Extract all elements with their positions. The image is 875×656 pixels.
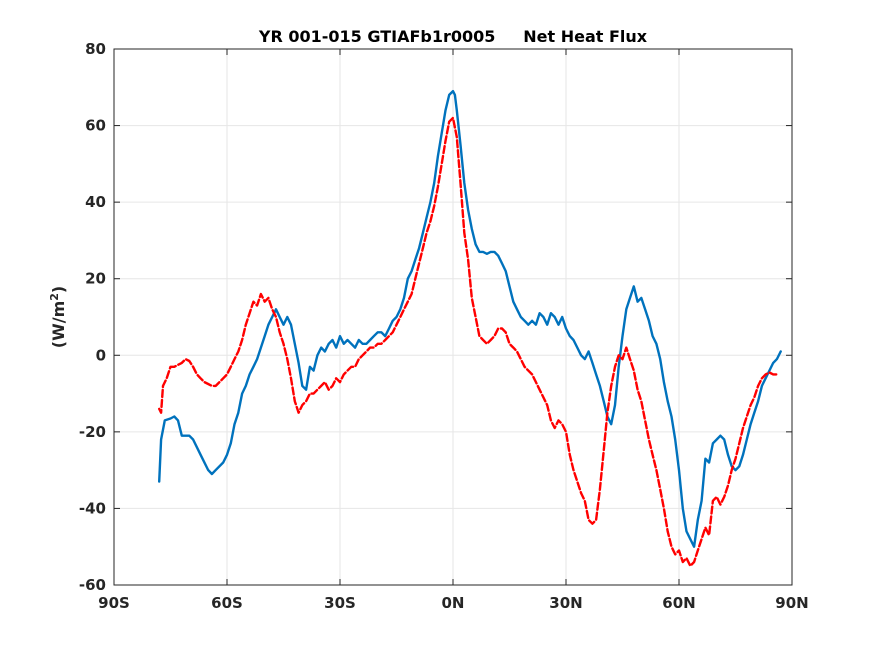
series-line-dashed-red: [158, 116, 779, 568]
y-tick-label: 20: [85, 270, 106, 288]
x-tick-label: 30N: [549, 594, 582, 612]
y-tick-label: 60: [85, 117, 106, 135]
x-tick-label: 60N: [662, 594, 695, 612]
y-tick-label: 40: [85, 193, 106, 211]
y-tick-label: 0: [96, 346, 106, 364]
y-tick-label: -40: [79, 499, 106, 517]
y-axis-label-main: (W/m: [49, 301, 68, 348]
x-tick-label: 0N: [442, 594, 465, 612]
series-line-solid-blue: [158, 89, 782, 548]
y-axis-label-end: ): [49, 286, 68, 293]
axes: 90S 60S 30S 0N 30N 60N 90N -60 -40 -20 0 20 40 60 80: [79, 40, 809, 612]
y-tick-label: -20: [79, 423, 106, 441]
y-axis-label: (W/m2): [48, 286, 69, 348]
y-tick-label: -60: [79, 576, 106, 594]
chart-title: YR 001-015 GTIAFb1r0005 Net Heat Flux: [258, 27, 648, 46]
series-group: [158, 89, 782, 568]
x-tick-label: 60S: [211, 594, 243, 612]
y-tick-label: 80: [85, 40, 106, 58]
x-tick-label: 30S: [324, 594, 356, 612]
x-tick-label: 90S: [98, 594, 130, 612]
x-tick-label: 90N: [775, 594, 808, 612]
y-axis-label-superscript: 2: [48, 293, 61, 301]
